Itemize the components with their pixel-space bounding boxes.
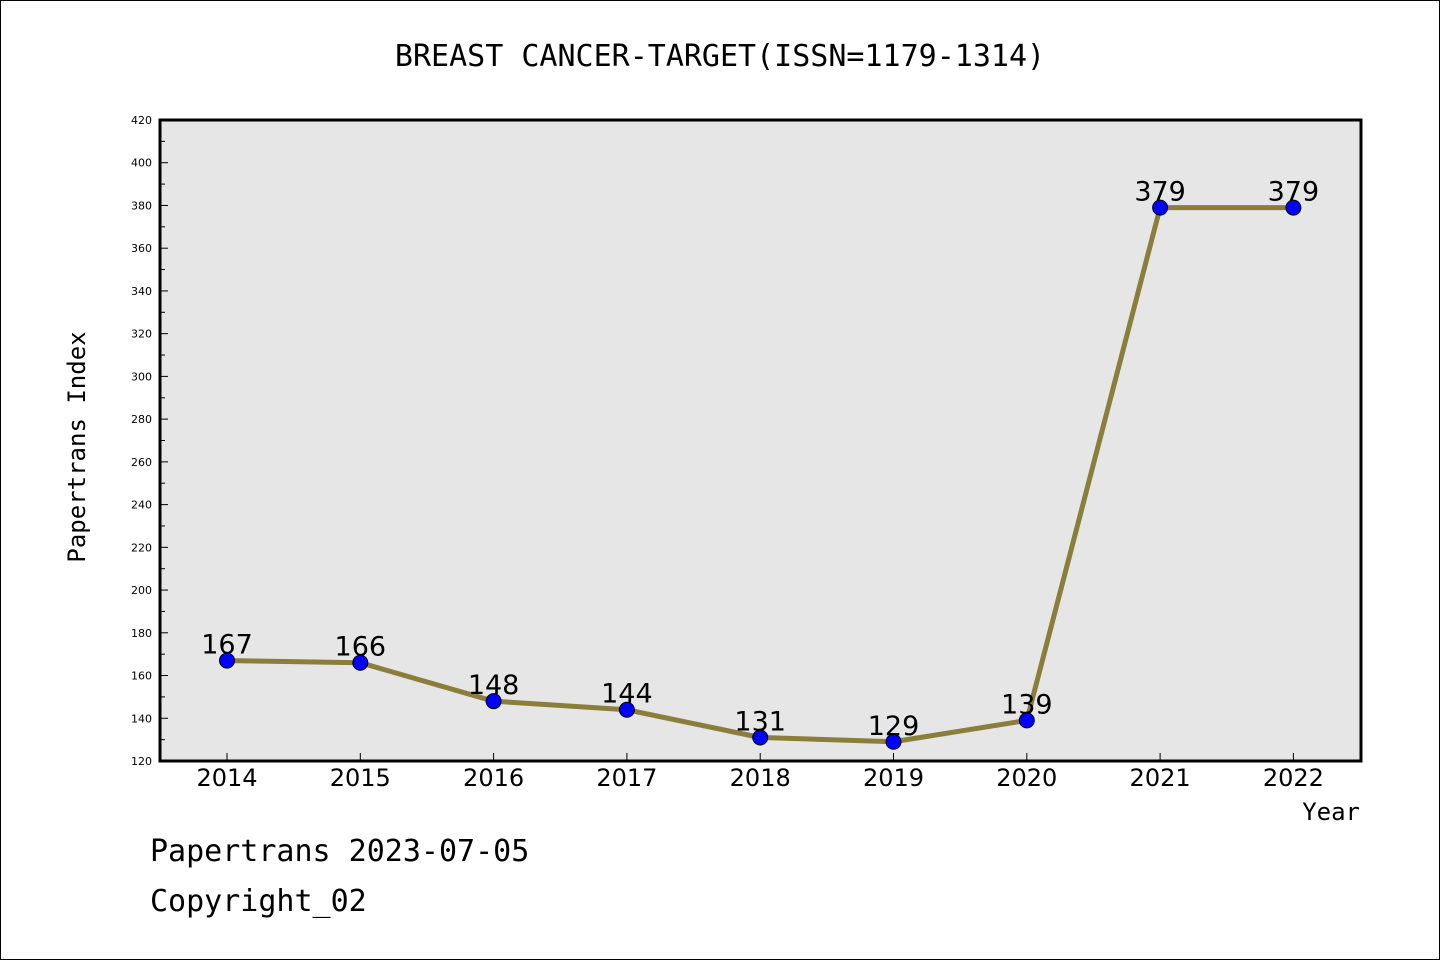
x-tick-label: 2021 bbox=[1130, 764, 1191, 792]
data-label: 139 bbox=[1001, 689, 1053, 720]
data-point bbox=[618, 701, 635, 718]
y-tick-label: 420 bbox=[131, 114, 152, 127]
y-tick-label: 160 bbox=[131, 670, 152, 683]
x-tick-label: 2020 bbox=[996, 764, 1057, 792]
x-axis-label: Year bbox=[1302, 798, 1360, 826]
x-tick-label: 2016 bbox=[463, 764, 524, 792]
y-tick-label: 180 bbox=[131, 627, 152, 640]
data-point bbox=[1018, 712, 1035, 729]
data-label: 131 bbox=[734, 706, 786, 737]
data-point bbox=[1285, 199, 1302, 216]
chart-title: BREAST CANCER-TARGET(ISSN=1179-1314) bbox=[395, 39, 1045, 74]
plot-area bbox=[158, 118, 1363, 763]
data-point bbox=[752, 729, 769, 746]
x-axis-ticks: 2014 2015 2016 2017 2018 2019 2020 2021 2022 bbox=[196, 753, 1324, 792]
data-label: 167 bbox=[201, 630, 253, 661]
y-tick-label: 380 bbox=[131, 199, 152, 212]
data-point bbox=[485, 693, 502, 710]
y-tick-label: 300 bbox=[131, 370, 152, 383]
y-tick-label: 340 bbox=[131, 285, 152, 298]
data-labels: 167 166 148 144 131 129 139 379 379 bbox=[201, 177, 1319, 742]
x-tick-label: 2019 bbox=[863, 764, 924, 792]
y-tick-label: 240 bbox=[131, 499, 152, 512]
y-tick-label: 360 bbox=[131, 242, 152, 255]
x-tick-label: 2022 bbox=[1263, 764, 1324, 792]
series-layer bbox=[219, 199, 1302, 750]
y-tick-label: 400 bbox=[131, 157, 152, 170]
y-axis-ticks: 120 140 160 180 200 220 240 260 280 300 320 340 360 3… bbox=[131, 114, 168, 768]
y-tick-label: 140 bbox=[131, 712, 152, 725]
y-tick-label: 280 bbox=[131, 413, 152, 426]
data-point bbox=[352, 654, 369, 671]
data-point bbox=[219, 652, 235, 669]
y-tick-label: 320 bbox=[131, 328, 152, 341]
y-tick-label: 260 bbox=[131, 456, 152, 469]
footer-copyright: Copyright_02 bbox=[150, 884, 367, 919]
data-point bbox=[885, 733, 902, 750]
x-tick-label: 2015 bbox=[330, 764, 391, 792]
data-label: 166 bbox=[335, 632, 387, 663]
data-label: 379 bbox=[1268, 177, 1320, 208]
data-label: 129 bbox=[868, 711, 920, 742]
y-tick-label: 220 bbox=[131, 541, 152, 554]
data-label: 379 bbox=[1134, 177, 1186, 208]
x-tick-label: 2014 bbox=[196, 764, 257, 792]
data-label: 148 bbox=[468, 670, 520, 701]
y-tick-label: 200 bbox=[131, 584, 152, 597]
data-label: 144 bbox=[601, 679, 653, 710]
y-axis-label: Papertrans Index bbox=[63, 331, 91, 562]
footer-date: Papertrans 2023-07-05 bbox=[150, 834, 530, 869]
x-tick-label: 2017 bbox=[596, 764, 657, 792]
data-point bbox=[1152, 199, 1169, 216]
x-tick-label: 2018 bbox=[730, 764, 791, 792]
y-tick-label: 120 bbox=[131, 755, 152, 768]
